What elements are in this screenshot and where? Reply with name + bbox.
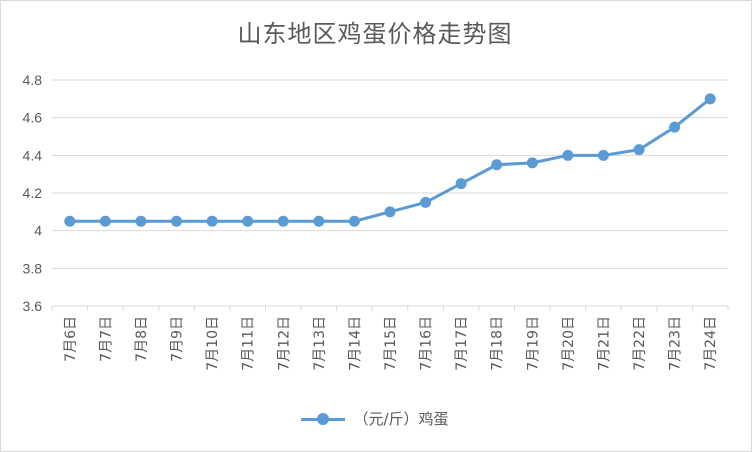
x-tick-label: 7月18日: [490, 316, 506, 371]
x-axis-labels: 7月6日 7月7日 7月8日 7月9日 7月10日 7月11日 7月12日 7月13日 7月14…: [63, 316, 719, 371]
data-point: [669, 121, 681, 133]
data-point: [562, 149, 574, 161]
data-point: [491, 159, 503, 171]
x-tick-label: 7月23日: [668, 316, 684, 371]
x-tick-label: 7月21日: [596, 316, 612, 371]
x-tick-label: 7月14日: [347, 316, 363, 371]
x-tick-label: 7月20日: [561, 316, 577, 371]
x-tick-label: 7月24日: [703, 316, 719, 371]
x-tick-label: 7月17日: [454, 316, 470, 371]
x-tick-label: 7月10日: [205, 316, 221, 371]
y-tick-label: 4.8: [23, 72, 43, 88]
x-tick-label: 7月8日: [134, 316, 150, 362]
x-tick-label: 7月11日: [241, 316, 257, 371]
data-point: [455, 178, 467, 190]
data-point: [135, 215, 147, 227]
x-tick-label: 7月13日: [312, 316, 328, 371]
data-point: [206, 215, 218, 227]
x-tick-label: 7月9日: [170, 316, 186, 362]
y-tick-label: 4.6: [23, 110, 43, 126]
legend: （元/斤）鸡蛋: [0, 408, 750, 429]
y-tick-label: 4.4: [23, 147, 43, 163]
data-point: [171, 215, 183, 227]
x-tick-label: 7月22日: [632, 316, 648, 371]
x-tick-label: 7月6日: [63, 316, 79, 362]
y-tick-label: 4.2: [23, 185, 43, 201]
x-tick-label: 7月16日: [419, 316, 435, 371]
data-point: [277, 215, 289, 227]
data-point: [384, 206, 396, 218]
legend-marker-icon: [301, 412, 346, 426]
y-tick-label: 4: [34, 223, 42, 239]
x-tick-label: 7月7日: [98, 316, 114, 362]
data-point: [242, 215, 254, 227]
y-tick-label: 3.6: [23, 298, 43, 314]
data-point: [420, 196, 432, 208]
y-tick-label: 3.8: [23, 260, 43, 276]
data-point: [99, 215, 111, 227]
x-tick-label: 7月15日: [383, 316, 399, 371]
chart-title: 山东地区鸡蛋价格走势图: [237, 20, 513, 48]
series-line: [64, 93, 716, 227]
data-point: [313, 215, 325, 227]
data-point: [633, 144, 645, 156]
gridlines: [51, 79, 729, 311]
y-axis-labels: 3.6 3.8 4 4.2 4.4 4.6 4.8: [23, 72, 43, 314]
data-point: [64, 215, 76, 227]
data-point: [704, 93, 716, 105]
data-point: [597, 149, 609, 161]
x-tick-label: 7月19日: [525, 316, 541, 371]
legend-label: （元/斤）鸡蛋: [353, 410, 449, 428]
x-tick-label: 7月12日: [276, 316, 292, 371]
data-point: [348, 215, 360, 227]
data-point: [526, 157, 538, 169]
